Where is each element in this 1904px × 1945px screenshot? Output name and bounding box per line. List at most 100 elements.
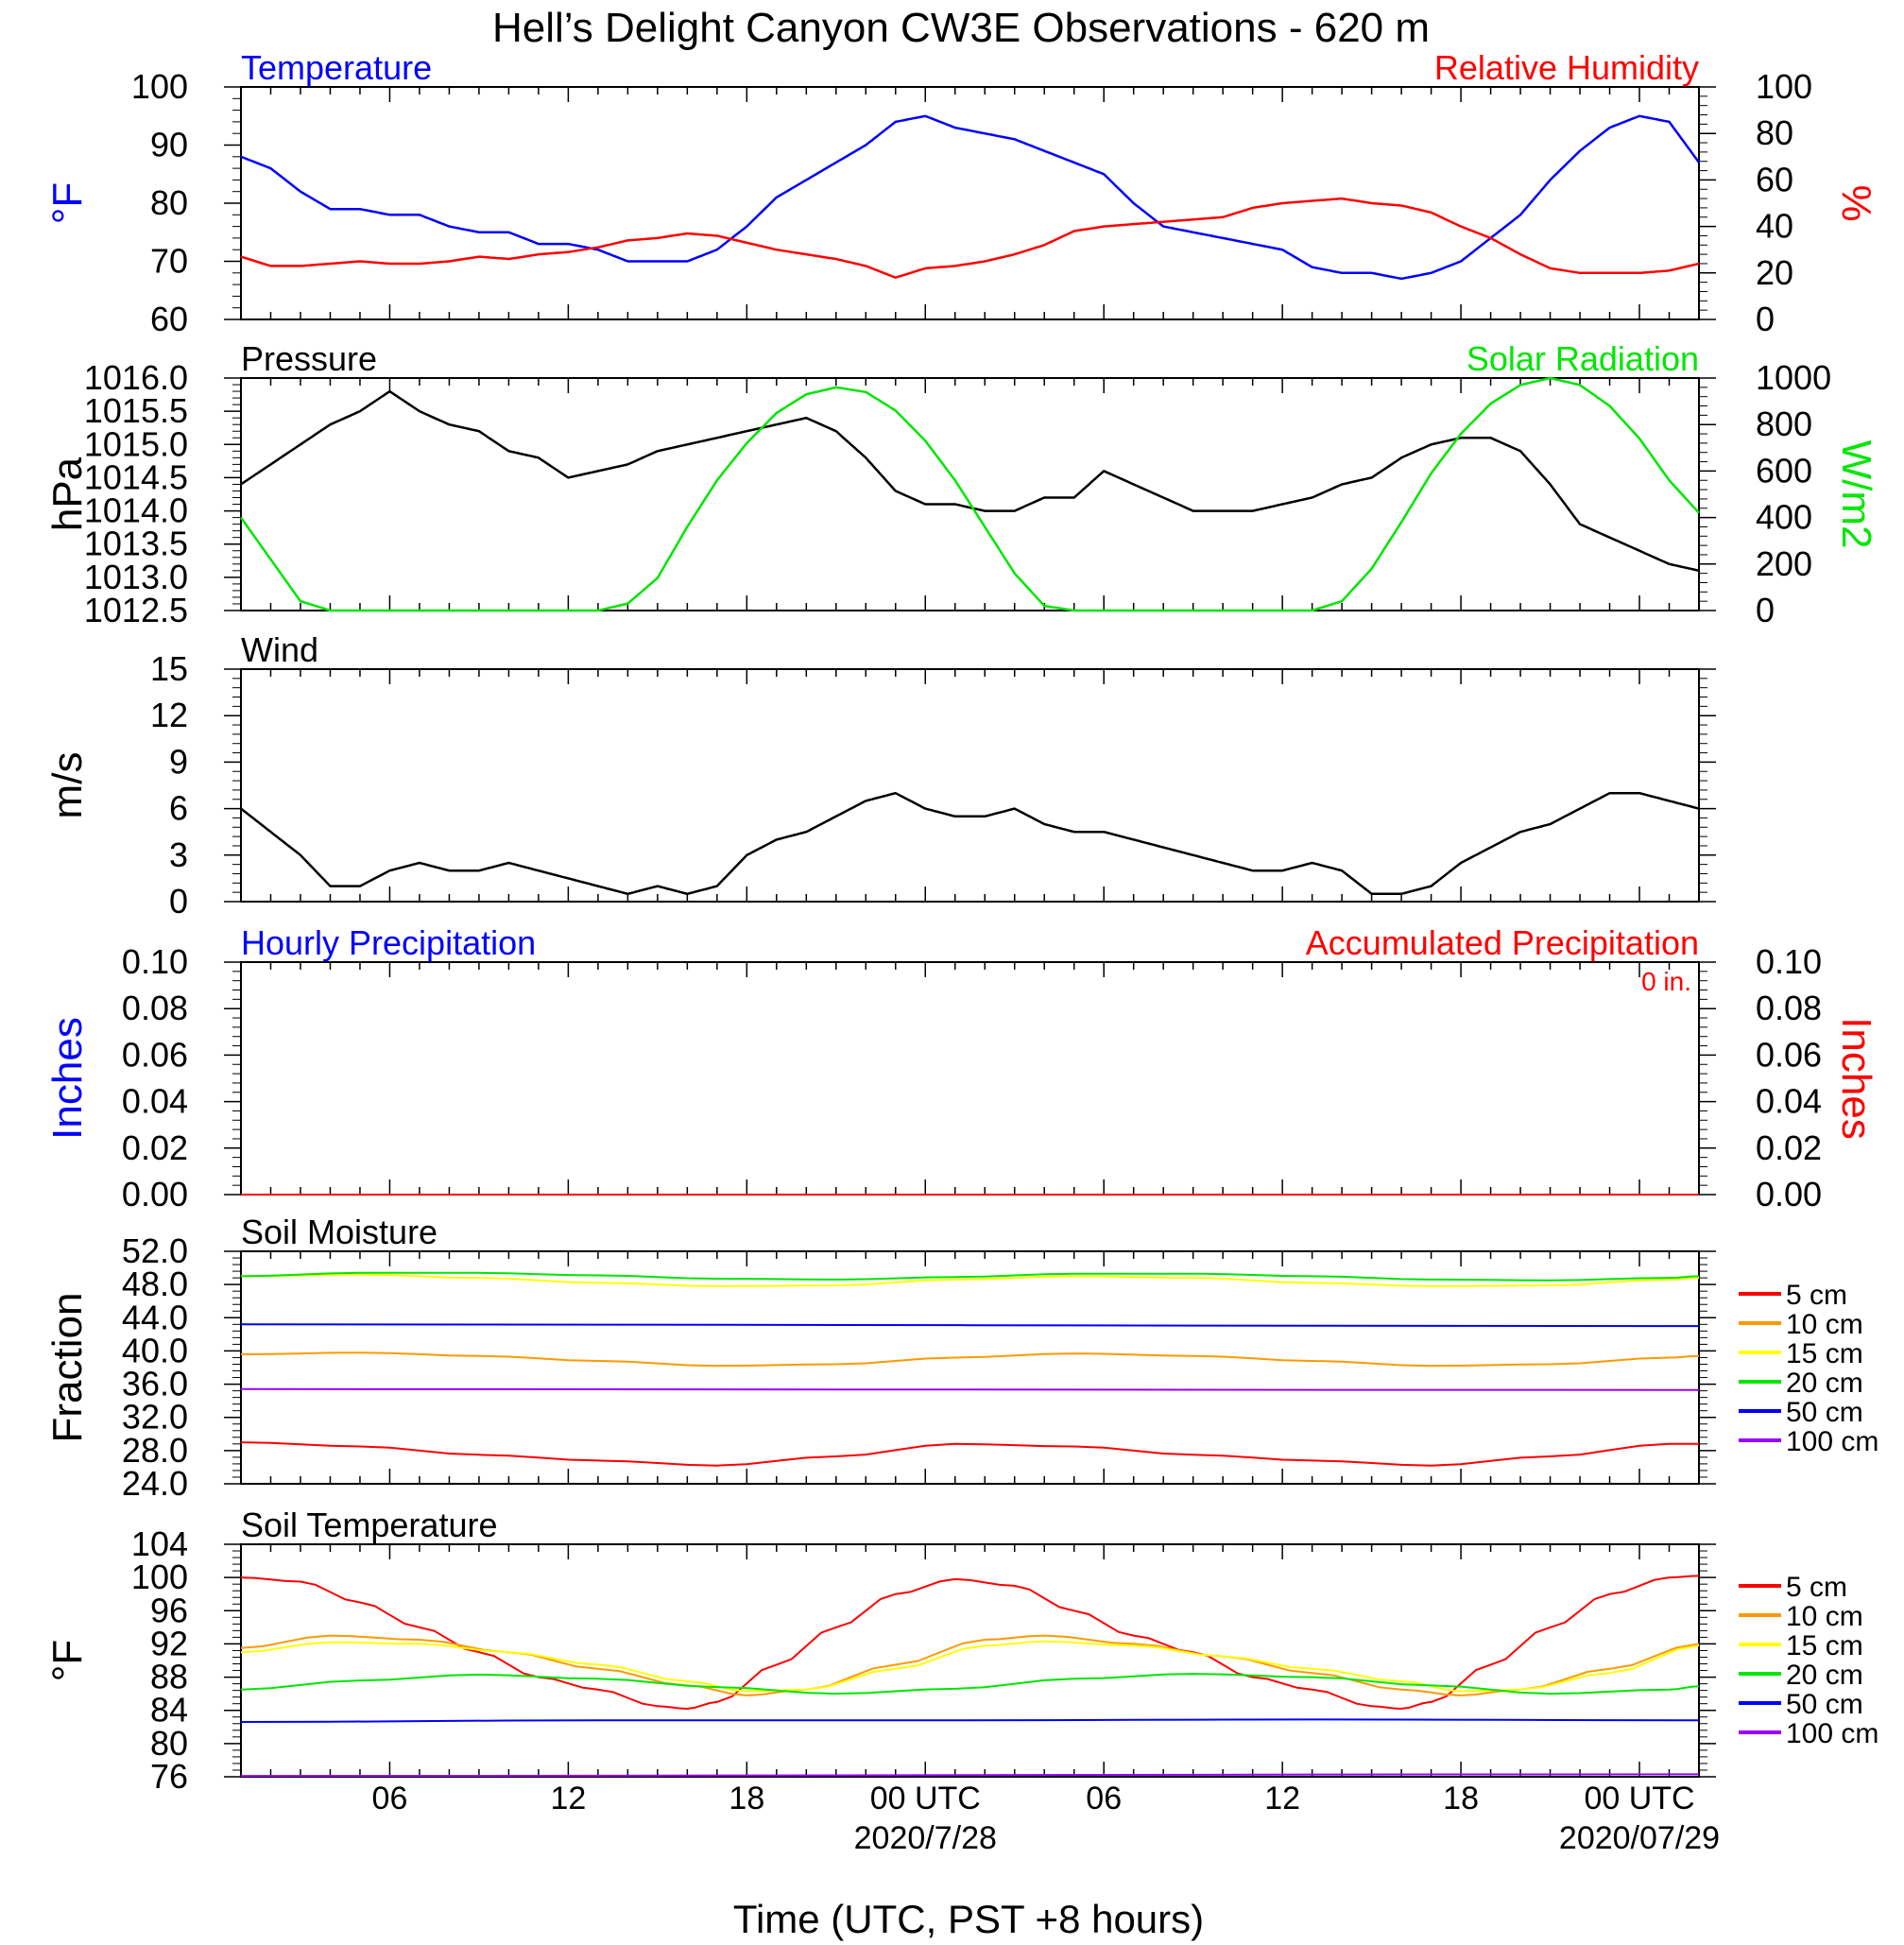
y-right-tick-label: 0 <box>1756 300 1775 338</box>
y-tick-label: 1014.0 <box>84 491 188 530</box>
y-tick-label: 76 <box>150 1757 188 1796</box>
legend-item: 50 cm <box>1739 1689 1863 1720</box>
series-line-50-cm <box>240 1718 1700 1723</box>
y-tick-label: 0.08 <box>122 989 188 1027</box>
y-right-tick-label: 20 <box>1756 253 1793 292</box>
panel-pressure-solar: 1012.51013.01013.51014.01014.51015.01015… <box>44 339 1879 629</box>
y-tick-label: 24.0 <box>122 1464 188 1503</box>
panel-precipitation: 0.00 0.02 0.04 0.06 0.08 0.10 0.00 0.02 0.04 0.06… <box>44 923 1879 1213</box>
x-tick-label: 00 UTC <box>870 1781 981 1816</box>
y-tick-label: 88 <box>150 1658 188 1696</box>
plot-frame <box>240 668 1700 903</box>
y-tick-label: 15 <box>150 649 188 688</box>
y-tick-label: 1015.0 <box>84 424 188 463</box>
series-line-relative-humidity <box>240 197 1700 279</box>
y-tick-label: 100 <box>131 67 188 106</box>
panel-title-left: Soil Moisture <box>241 1213 437 1251</box>
y-right-tick-label: 60 <box>1756 160 1793 198</box>
y-right-tick-label: 0 <box>1756 591 1775 629</box>
panel-title-left: Pressure <box>241 339 377 378</box>
x-date-label: 2020/7/28 <box>854 1820 997 1856</box>
y-tick-label: 1014.5 <box>84 457 188 496</box>
y-tick-label: 32.0 <box>122 1398 188 1437</box>
y-axis-label-right: % <box>1833 184 1879 221</box>
panel-soil-moisture: 24.028.032.036.040.044.048.052.0 Soil Moi… <box>44 1213 1878 1503</box>
y-right-tick-label: 200 <box>1756 544 1812 583</box>
x-tick-label: 18 <box>729 1781 764 1816</box>
y-tick-label: 0.04 <box>122 1082 188 1121</box>
y-tick-label: 84 <box>150 1691 188 1730</box>
legend-item: 20 cm <box>1739 1368 1863 1399</box>
legend-item: 10 cm <box>1739 1309 1863 1340</box>
y-axis-label-left: Inches <box>44 1017 91 1140</box>
y-tick-label: 12 <box>150 696 188 734</box>
y-tick-label: 60 <box>150 300 188 338</box>
legend-item: 15 cm <box>1739 1630 1863 1661</box>
x-tick-label: 00 UTC <box>1584 1781 1694 1816</box>
y-tick-label: 0.10 <box>122 942 188 981</box>
plot-frame <box>240 377 1700 611</box>
panel-title-left: Wind <box>241 630 318 669</box>
legend-item: 50 cm <box>1739 1397 1863 1428</box>
y-tick-label: 40.0 <box>122 1331 188 1369</box>
legend-label: 50 cm <box>1786 1397 1863 1428</box>
y-tick-label: 0.00 <box>122 1175 188 1213</box>
y-tick-label: 44.0 <box>122 1298 188 1336</box>
y-tick-label: 1012.5 <box>84 591 188 629</box>
legend-label: 10 cm <box>1786 1601 1863 1632</box>
panel-title-right: Solar Radiation <box>1467 339 1699 378</box>
y-right-tick-label: 0.02 <box>1756 1128 1822 1167</box>
legend-item: 20 cm <box>1739 1660 1863 1691</box>
y-tick-label: 80 <box>150 183 188 222</box>
y-right-tick-label: 0.00 <box>1756 1175 1822 1213</box>
legend-label: 50 cm <box>1786 1689 1863 1720</box>
x-date-label: 2020/07/29 <box>1559 1820 1720 1856</box>
legend-label: 10 cm <box>1786 1309 1863 1340</box>
legend-item: 100 cm <box>1739 1718 1878 1749</box>
legend-label: 15 cm <box>1786 1630 1863 1661</box>
series-line-solar-radiation <box>239 376 1700 612</box>
y-tick-label: 28.0 <box>122 1431 188 1470</box>
series-line-pressure <box>240 389 1700 573</box>
y-tick-label: 48.0 <box>122 1265 188 1303</box>
plot-frame <box>240 86 1700 320</box>
panel-title-left: Temperature <box>241 48 432 87</box>
y-axis-label-left: hPa <box>44 456 91 531</box>
panel-title-left: Soil Temperature <box>241 1506 497 1544</box>
x-tick-label: 12 <box>1264 1781 1300 1816</box>
plot-frame <box>240 1250 1700 1485</box>
y-axis-label-left: Fraction <box>44 1293 91 1443</box>
x-tick-label: 18 <box>1443 1781 1479 1816</box>
y-right-tick-label: 400 <box>1756 498 1812 537</box>
legend-item: 10 cm <box>1739 1601 1863 1632</box>
y-tick-label: 3 <box>169 835 188 874</box>
panel-title-right: Accumulated Precipitation <box>1306 923 1699 962</box>
plot-frame <box>240 1543 1700 1778</box>
y-tick-label: 0 <box>169 882 188 921</box>
series-line-temperature <box>240 114 1701 281</box>
y-tick-label: 90 <box>150 126 188 164</box>
y-right-tick-label: 0.06 <box>1756 1035 1822 1074</box>
legend-label: 100 cm <box>1786 1426 1878 1457</box>
x-axis-label: Time (UTC, PST +8 hours) <box>733 1897 1204 1941</box>
plot-frame <box>240 961 1700 1196</box>
y-tick-label: 1016.0 <box>84 358 188 397</box>
y-right-tick-label: 40 <box>1756 207 1793 246</box>
legend-label: 20 cm <box>1786 1368 1863 1399</box>
y-tick-label: 92 <box>150 1624 188 1662</box>
series-line-100-cm <box>240 1387 1700 1391</box>
chart-title: Hell’s Delight Canyon CW3E Observations … <box>492 5 1430 51</box>
legend-label: 15 cm <box>1786 1338 1863 1369</box>
y-axis-label-left: m/s <box>44 752 91 819</box>
y-right-tick-label: 0.04 <box>1756 1082 1822 1121</box>
legend-item: 5 cm <box>1739 1572 1847 1603</box>
y-tick-label: 9 <box>169 742 188 781</box>
precip-total-annotation: 0 in. <box>1641 967 1691 996</box>
series-line-15-cm <box>240 1640 1700 1693</box>
y-tick-label: 52.0 <box>122 1231 188 1270</box>
series-line-100-cm <box>240 1773 1700 1778</box>
y-tick-label: 36.0 <box>122 1365 188 1403</box>
series-line-wind <box>240 791 1700 896</box>
